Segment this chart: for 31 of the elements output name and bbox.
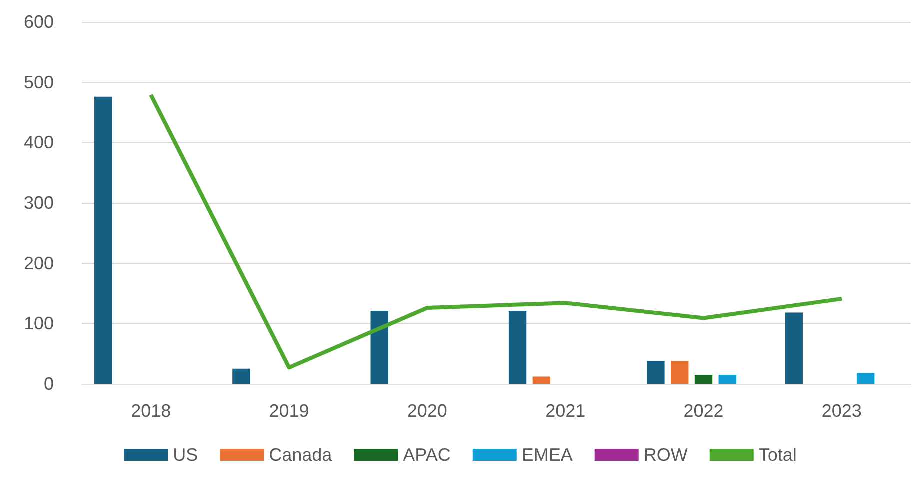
bar (718, 374, 736, 384)
y-tick-label: 100 (24, 314, 54, 334)
bar (94, 96, 112, 384)
y-tick-label: 600 (24, 12, 54, 32)
legend-label: EMEA (522, 445, 573, 465)
bar (694, 374, 713, 384)
bar (532, 376, 551, 384)
y-tick-label: 300 (24, 193, 54, 213)
bar (856, 373, 875, 384)
legend-label: Canada (269, 445, 334, 465)
legend-label: Total (758, 445, 797, 465)
x-tick-label: 2022 (684, 401, 724, 421)
legend-label: US (173, 445, 198, 465)
y-tick-label: 400 (24, 132, 54, 153)
bar (647, 361, 665, 384)
y-tick-label: 0 (44, 374, 54, 394)
bar (232, 368, 250, 384)
bar (508, 310, 527, 384)
x-tick-label: 2018 (131, 401, 172, 421)
bar (370, 310, 388, 384)
legend-label: ROW (644, 445, 688, 465)
x-tick-label: 2019 (269, 401, 310, 421)
line-series (149, 93, 844, 370)
bar (671, 361, 689, 384)
y-tick-label: 500 (24, 72, 54, 92)
bar (785, 312, 803, 384)
x-tick-label: 2021 (546, 401, 586, 421)
x-tick-label: 2023 (822, 401, 862, 421)
x-tick-label: 2020 (407, 401, 448, 421)
legend-label: APAC (403, 445, 451, 465)
y-tick-label: 200 (24, 253, 54, 274)
